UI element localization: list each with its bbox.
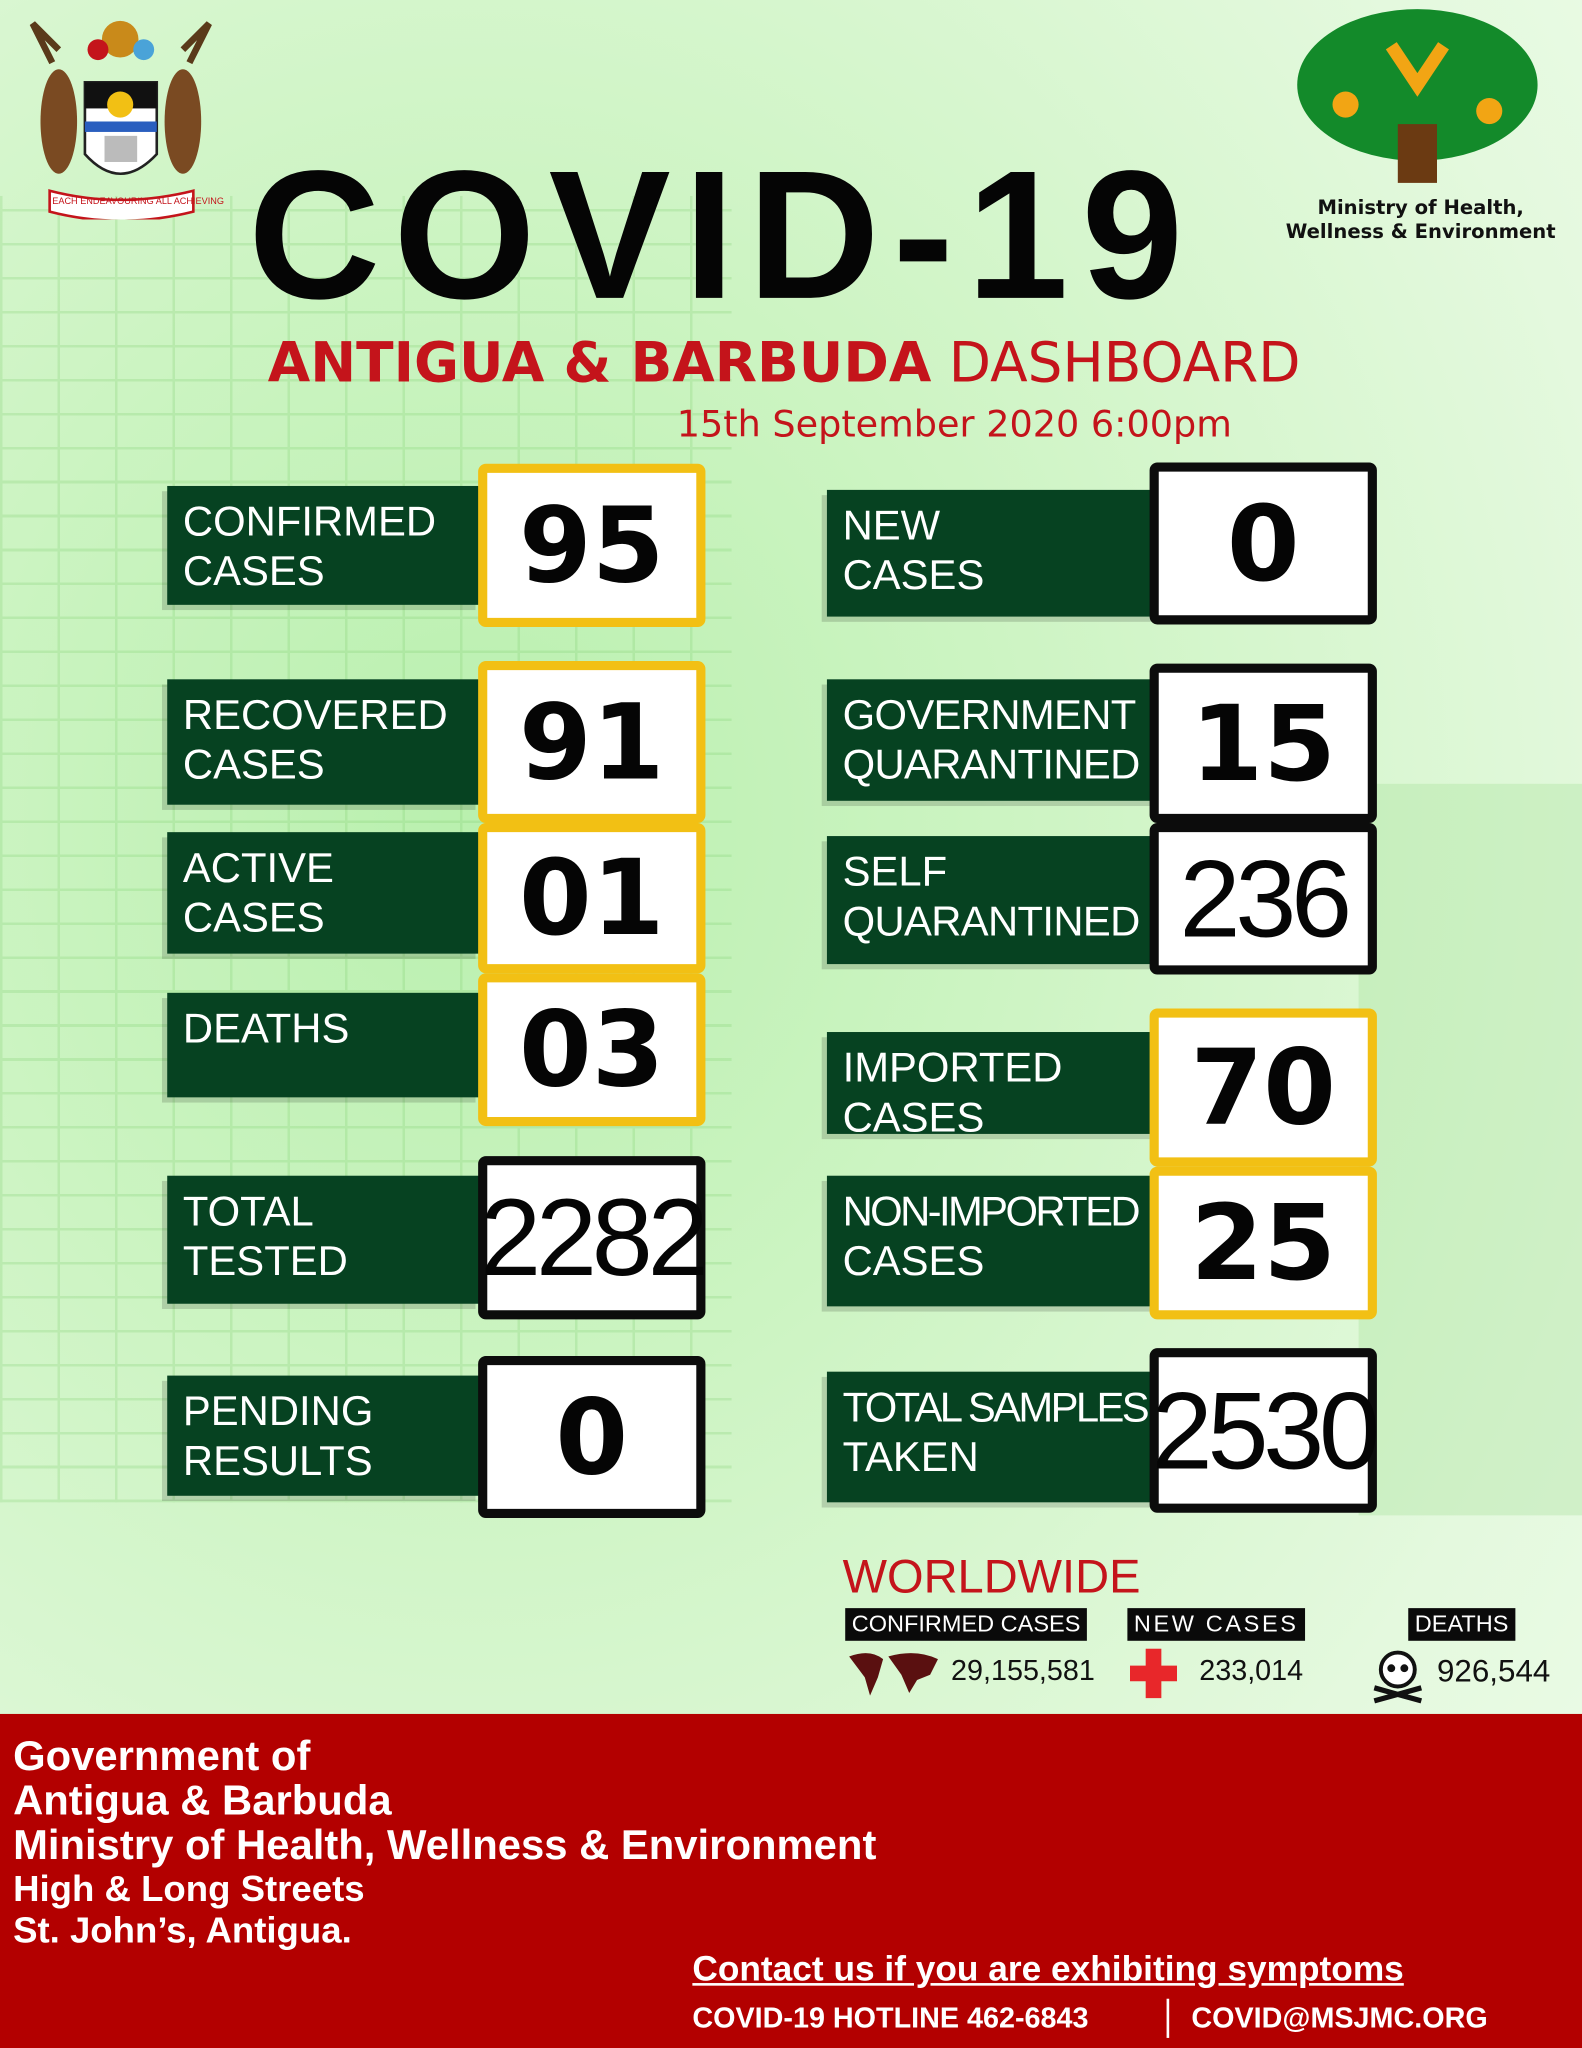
stat-label-line: CONFIRMED	[182, 497, 437, 545]
stat-label: NEW CASES	[826, 489, 1157, 617]
stat-label-line: CASES	[182, 893, 325, 941]
stat-label: DEATHS	[167, 992, 481, 1098]
stat-label: PENDING RESULTS	[167, 1375, 481, 1496]
footer-line: Antigua & Barbuda	[13, 1776, 392, 1824]
stat-value-box: 25	[1149, 1166, 1377, 1320]
coat-of-arms-motto: EACH ENDEAVOURING ALL ACHIEVING	[52, 197, 225, 207]
footer-line: Ministry of Health, Wellness & Environme…	[13, 1821, 877, 1869]
worldwide-confirmed-label: CONFIRMED CASES	[845, 1608, 1087, 1641]
stat-label: IMPORTED CASES	[826, 1032, 1157, 1140]
worldwide-new-value: 233,014	[1199, 1653, 1304, 1687]
ministry-logo-text: Ministry of Health, Wellness & Environme…	[1285, 195, 1556, 243]
stat-label-line: CASES	[182, 547, 325, 595]
stat-label-line: TESTED	[182, 1237, 348, 1285]
coat-of-arms-icon	[29, 20, 212, 220]
stat-label-line: DEATHS	[182, 1004, 350, 1052]
subtitle-dashboard: DASHBOARD	[948, 330, 1301, 395]
stat-value-box: 15	[1149, 663, 1377, 824]
stat-label-line: ACTIVE	[182, 843, 334, 891]
stat-label: CONFIRMED CASES	[167, 485, 481, 605]
stat-label-line: TOTAL	[182, 1187, 314, 1235]
footer-line: Government of	[13, 1732, 311, 1780]
red-cross-icon	[1130, 1648, 1178, 1699]
worldwide-title: WORLDWIDE	[842, 1549, 1141, 1603]
skull-crossbones-icon	[1373, 1650, 1423, 1704]
stat-value-box: 91	[478, 661, 706, 824]
stat-value-box: 2282	[478, 1156, 709, 1320]
stat-label: TOTAL TESTED	[167, 1175, 481, 1304]
worldwide-deaths-value: 926,544	[1436, 1653, 1551, 1690]
stat-label: RECOVERED CASES	[167, 679, 481, 805]
stat-label-line: SELF	[842, 847, 948, 895]
hotline[interactable]: COVID-19 HOTLINE 462-6843	[692, 2001, 1089, 2035]
stat-value-box: 01	[478, 823, 706, 974]
stat-label-line: QUARANTINED	[842, 897, 1141, 945]
stat-label: TOTAL SAMPLES TAKEN	[826, 1371, 1157, 1503]
stat-value-box: 70	[1149, 1008, 1377, 1167]
background-tower	[1358, 783, 1582, 1516]
worldwide-deaths-label: DEATHS	[1408, 1608, 1515, 1641]
stat-label: NON-IMPORTED CASES	[826, 1175, 1157, 1307]
worldwide-new-label: NEW CASES	[1127, 1608, 1306, 1641]
stat-label-line: CASES	[842, 551, 985, 599]
stat-label: ACTIVE CASES	[167, 832, 481, 954]
page-subtitle: ANTIGUA & BARBUDA DASHBOARD	[267, 330, 1301, 395]
ministry-tree-logo-icon	[1297, 9, 1538, 183]
world-map-icon	[849, 1653, 938, 1696]
stat-label-line: TAKEN	[842, 1433, 979, 1481]
divider	[1166, 1998, 1170, 2038]
stat-label-line: RECOVERED	[182, 691, 448, 739]
report-date: 15th September 2020 6:00pm	[676, 402, 1232, 446]
stat-label: GOVERNMENT QUARANTINED	[826, 679, 1157, 801]
contact-email[interactable]: COVID@MSJMC.ORG	[1191, 2001, 1488, 2035]
stat-value-box: 95	[478, 463, 706, 628]
stat-label: SELF QUARANTINED	[826, 836, 1157, 965]
stat-label-line: RESULTS	[182, 1436, 373, 1485]
worldwide-confirmed-value: 29,155,581	[951, 1653, 1095, 1687]
footer-line: St. John’s, Antigua.	[13, 1909, 352, 1951]
footer-line: High & Long Streets	[13, 1868, 365, 1909]
footer: Government of Antigua & Barbuda Ministry…	[0, 1713, 1582, 2048]
subtitle-country: ANTIGUA & BARBUDA	[267, 330, 932, 395]
stat-label-line: IMPORTED	[842, 1043, 1063, 1091]
stat-value-box: 0	[478, 1356, 706, 1518]
contact-heading: Contact us if you are exhibiting symptom…	[692, 1949, 1404, 1989]
page-title: COVID-19	[248, 131, 1197, 338]
stat-label-line: CASES	[842, 1093, 985, 1141]
stat-value-box: 2530	[1149, 1348, 1380, 1513]
stat-value-box: 0	[1149, 462, 1377, 625]
stat-label-line: TOTAL SAMPLES	[842, 1383, 1150, 1431]
stat-label-line: QUARANTINED	[842, 740, 1141, 788]
stat-label-line: GOVERNMENT	[842, 691, 1137, 739]
stat-value-box: 236	[1149, 823, 1377, 975]
stat-label-line: PENDING	[182, 1387, 374, 1435]
stat-label-line: NON-IMPORTED	[842, 1187, 1141, 1235]
stat-label-line: CASES	[182, 740, 325, 788]
stat-value-box: 03	[478, 973, 706, 1127]
stat-label-line: CASES	[842, 1237, 985, 1285]
stat-label-line: NEW	[842, 501, 941, 549]
